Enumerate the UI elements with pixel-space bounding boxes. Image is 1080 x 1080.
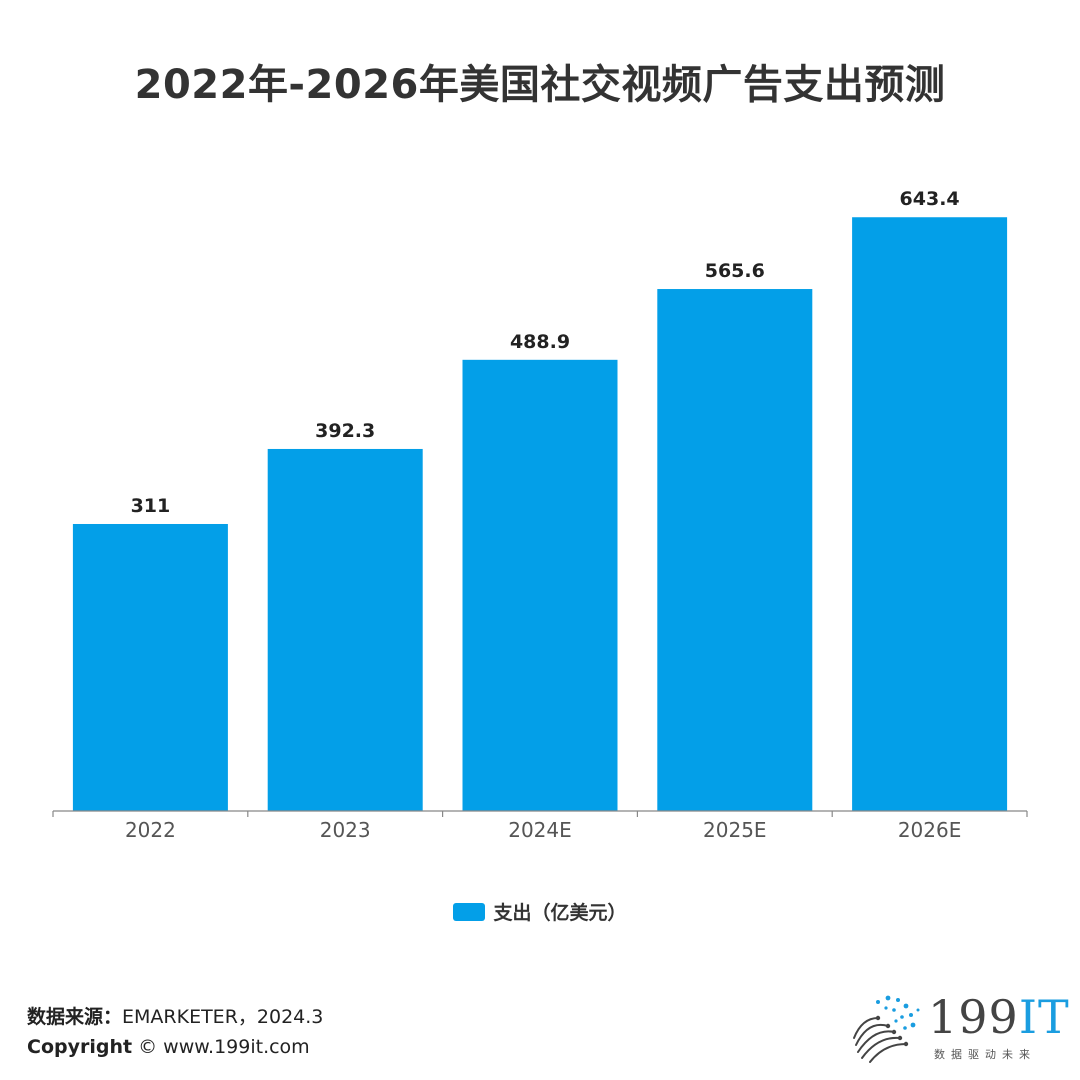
copyright-label: Copyright: [27, 1036, 133, 1058]
bar-2022: [72, 523, 228, 811]
bar-2024E: [462, 359, 618, 811]
data-source: 数据来源：EMARKETER，2024.3: [27, 1002, 323, 1029]
x-tick-label-2023: 2023: [320, 818, 371, 842]
brand-logo: 199IT 数据驱动未来: [848, 990, 1069, 1065]
legend-label: 支出（亿美元）: [493, 902, 627, 924]
chart-title: 2022年-2026年美国社交视频广告支出预测: [134, 62, 946, 108]
brand-tagline: 数据驱动未来: [934, 1048, 1036, 1061]
copyright: Copyright © www.199it.com: [27, 1036, 310, 1058]
brand-suffix: IT: [1018, 990, 1070, 1044]
x-tick-label-2026E: 2026E: [898, 818, 962, 842]
legend-swatch: [453, 902, 486, 921]
source-label: 数据来源：: [27, 1006, 123, 1028]
x-tick-label-2024E: 2024E: [508, 818, 572, 842]
x-tick-label-2025E: 2025E: [703, 818, 767, 842]
x-tick-label-2022: 2022: [125, 818, 176, 842]
chart-legend: 支出（亿美元）: [0, 898, 1080, 925]
copyright-value: © www.199it.com: [138, 1036, 310, 1058]
data-label-2026E: 643.4: [900, 188, 960, 210]
brand-number: 199: [928, 990, 1019, 1044]
data-label-2025E: 565.6: [705, 260, 765, 282]
data-label-2022: 311: [131, 495, 171, 517]
bar-2026E: [852, 217, 1008, 812]
data-label-2024E: 488.9: [510, 331, 570, 353]
data-label-2023: 392.3: [315, 420, 375, 442]
dots-sphere-icon: [853, 995, 920, 1063]
source-value: EMARKETER，2024.3: [122, 1006, 324, 1028]
bar-2023: [267, 448, 423, 811]
brand-wordmark: 199IT: [928, 990, 1070, 1044]
bar-2025E: [657, 289, 813, 812]
